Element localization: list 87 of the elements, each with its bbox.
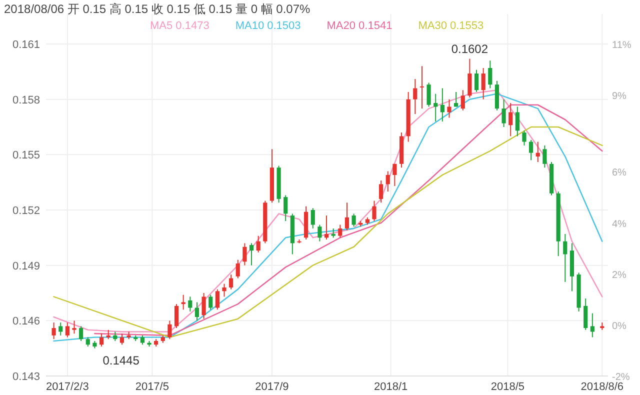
candlestick: [284, 194, 288, 222]
candlestick: [481, 67, 486, 100]
candlestick: [79, 326, 84, 342]
text: MA5 0.1473: [150, 20, 210, 32]
candlestick: [229, 274, 234, 290]
candlestick: [215, 288, 220, 310]
candlestick: [542, 144, 547, 168]
candlestick: [324, 215, 329, 240]
annotation: 0.1445: [102, 353, 140, 368]
y-tick-label: 0.161: [12, 39, 40, 51]
candlestick: [188, 296, 192, 312]
candlestick: [72, 320, 76, 334]
annotation: 0.1602: [451, 42, 488, 56]
candlestick: [256, 235, 260, 253]
candlestick: [468, 58, 472, 98]
candlestick: [310, 208, 315, 229]
y2-tick-label: -2%: [612, 372, 630, 383]
y-tick-label: 0.152: [12, 205, 40, 217]
candlestick: [113, 331, 118, 342]
candlestick: [529, 139, 534, 161]
candlestick: [174, 304, 179, 329]
candlestick: [392, 163, 397, 187]
candlestick: [536, 141, 540, 163]
candlestick: [420, 66, 424, 110]
text: MA10 0.1503: [235, 20, 301, 32]
candlestick: [249, 242, 254, 266]
candlestick: [447, 98, 452, 118]
candlestick: [426, 82, 431, 108]
candlestick: [372, 200, 376, 222]
candlestick: [515, 106, 520, 137]
y2-tick-label: 9%: [612, 91, 627, 102]
chart-title: 2018/08/06 开 0.15 高 0.15 收 0.15 低 0.15 量 0 幅 0.07%: [4, 2, 311, 16]
candlestick: [413, 78, 418, 115]
candlestick: [352, 213, 356, 228]
y-tick-label: 0.155: [12, 150, 40, 162]
candlestick: [168, 320, 172, 340]
candlestick: [242, 242, 247, 266]
candlestick: [52, 322, 56, 340]
candlestick: [454, 91, 458, 108]
candlestick: [331, 228, 336, 238]
candlestick: [222, 283, 226, 298]
y-tick-label: 0.149: [12, 260, 40, 272]
candlestick: [338, 224, 342, 238]
y-tick-label: 0.143: [12, 371, 40, 383]
text: MA30 0.1553: [418, 20, 484, 32]
y2-tick-label: 11%: [612, 40, 632, 51]
candlestick: [584, 298, 588, 330]
candlestick: [120, 333, 124, 346]
y-tick-label: 0.146: [12, 316, 40, 328]
candlestick: [502, 98, 506, 128]
x-tick-label: 2017/5: [135, 381, 169, 393]
candlestick: [194, 302, 200, 322]
candlestick: [386, 170, 390, 192]
candlestick: [494, 80, 500, 111]
candlestick: [590, 312, 594, 338]
x-tick-label: 2017/9: [255, 381, 289, 393]
y2-tick-label: 6%: [612, 168, 627, 179]
y-tick-label: 0.158: [12, 94, 40, 106]
candlestick: [99, 333, 104, 347]
candlestick: [140, 334, 144, 346]
candlestick: [440, 88, 444, 122]
candlestick: [58, 322, 63, 336]
y2-tick-label: 0%: [612, 320, 627, 332]
x-tick-label: 2018/8/6: [580, 381, 624, 393]
candlestick: [563, 233, 568, 282]
candlestick: [379, 180, 384, 204]
candlestick: [460, 90, 465, 111]
x-tick-label: 2017/2/3: [46, 381, 89, 393]
candlestick: [488, 60, 492, 89]
candlestick: [318, 224, 322, 242]
candlestick: [106, 329, 110, 340]
text: MA20 0.1541: [326, 20, 392, 32]
candlestick: [181, 294, 186, 310]
x-tick-label: 2018/5: [490, 381, 525, 393]
candlestick: [508, 102, 513, 137]
candlestick: [236, 259, 240, 279]
candlestick: [208, 294, 213, 310]
candlestick: [344, 202, 350, 231]
x-tick-label: 2018/1: [374, 381, 408, 393]
y2-tick-label: 4%: [612, 218, 627, 230]
candlestick: [65, 322, 70, 338]
y2-tick-label: 2%: [612, 270, 627, 281]
candlestick: [434, 93, 438, 122]
candlestick: [202, 292, 206, 320]
candlestick: [86, 336, 90, 347]
candlestick: [474, 69, 479, 92]
candlestick: [522, 130, 526, 146]
